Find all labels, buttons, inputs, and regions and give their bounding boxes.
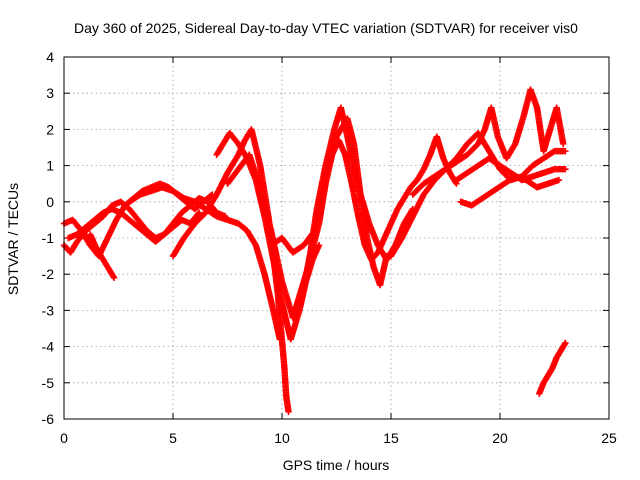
x-tick-label: 20 <box>492 430 508 446</box>
plot-frame <box>63 56 610 420</box>
y-tick-label: -4 <box>42 339 55 355</box>
data-point <box>315 242 323 249</box>
series-arc-3 <box>86 231 118 282</box>
y-tick-label: 2 <box>46 121 54 137</box>
x-tick-label: 25 <box>601 430 617 446</box>
series-arc-12 <box>409 86 567 198</box>
y-axis-label: SDTVAR / TECUs <box>5 183 21 295</box>
data-point <box>195 209 203 216</box>
y-tick-label: 0 <box>46 194 54 210</box>
data-point <box>555 176 563 184</box>
data-point <box>285 408 292 415</box>
data-point <box>110 274 118 282</box>
y-tick-label: -2 <box>42 266 55 282</box>
series-arc-10 <box>289 133 460 321</box>
y-tick-label: -5 <box>42 375 55 391</box>
series-arc-15 <box>536 339 569 397</box>
x-axis-label: GPS time / hours <box>283 457 390 473</box>
x-tick-label: 5 <box>169 430 177 446</box>
y-tick-label: 1 <box>46 158 54 174</box>
y-axis-ticks: -6 -5 -4 -3 -2 -1 0 1 2 3 4 <box>42 49 609 427</box>
data-point <box>562 147 569 155</box>
y-tick-label: -1 <box>42 230 55 246</box>
y-tick-label: -3 <box>42 302 55 318</box>
data-point <box>194 210 202 218</box>
y-tick-label: 3 <box>46 85 54 101</box>
data-point <box>562 339 569 347</box>
y-tick-label: 4 <box>46 49 54 65</box>
data-point <box>562 166 569 173</box>
data-point <box>560 140 567 148</box>
x-tick-label: 15 <box>383 430 399 446</box>
chart-title: Day 360 of 2025, Sidereal Day-to-day VTE… <box>74 20 578 36</box>
x-tick-label: 0 <box>60 430 68 446</box>
plot-area <box>60 86 569 415</box>
y-tick-label: -6 <box>42 411 55 427</box>
series-arc-14 <box>457 173 563 209</box>
x-tick-label: 10 <box>274 430 290 446</box>
